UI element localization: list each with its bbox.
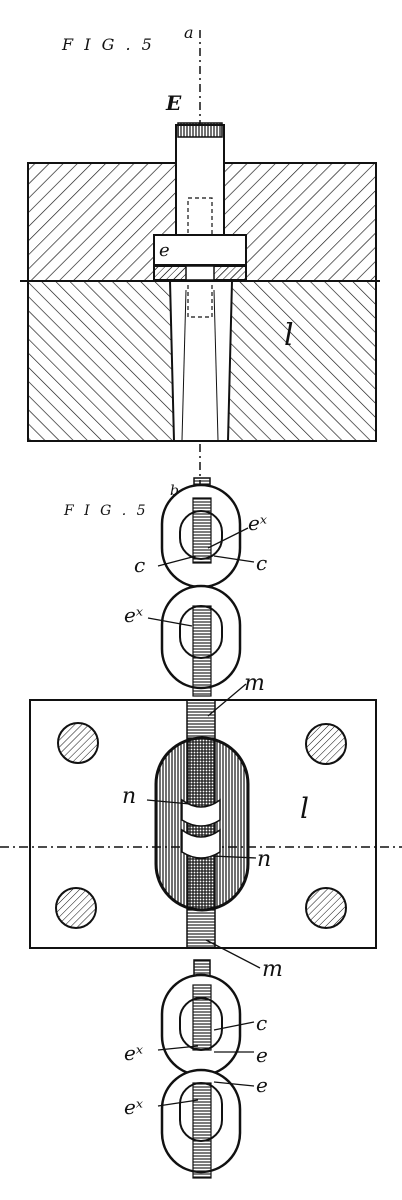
fig-plate: m n n m l [0,671,402,982]
label-n-left: n [122,784,136,809]
bolt-hole-tr [305,723,347,765]
lower-chain: eˣ c e e eˣ [124,959,268,1179]
label-c-right: c [256,551,267,575]
punch-cap [177,122,223,138]
label-ex-lower-2: eˣ [124,1095,143,1119]
label-e-fig5a: e [159,240,170,261]
gap-n-lower [181,828,221,859]
punch [175,124,225,236]
bolt-hole-bl [55,887,97,929]
label-ex-lower-1: eˣ [124,1041,143,1065]
label-n-right: n [257,847,271,872]
tapered-cavity [168,280,234,442]
gap-n-upper [181,798,221,827]
label-m-top: m [244,671,265,696]
fig-5b-caption: F I G . 5 [63,503,149,519]
fig-5a: F I G . 5 a E e l [20,23,380,500]
label-c-lower: c [256,1011,267,1035]
pin-below-collar [187,280,213,318]
bolt-hole-br [305,887,347,929]
bolt-hole-tl [57,722,99,764]
label-e-lower-2: e [256,1073,268,1097]
label-c-left: c [134,553,145,577]
label-ex-upper: eˣ [248,511,267,535]
axis-label-e: E [165,91,182,115]
fig-5b: F I G . 5 b c c eˣ eˣ [63,477,267,697]
collar-e [153,234,247,266]
label-m-bottom: m [262,957,283,982]
label-l-upper: l [284,318,294,353]
fig-5a-caption: F I G . 5 [61,35,155,54]
label-l-plate: l [300,792,309,825]
label-e-lower-1: e [256,1043,268,1067]
fig-5a-caption-suffix: a [184,23,194,42]
label-ex-middle: eˣ [124,603,143,627]
fig-5b-caption-suffix: b [170,483,179,499]
